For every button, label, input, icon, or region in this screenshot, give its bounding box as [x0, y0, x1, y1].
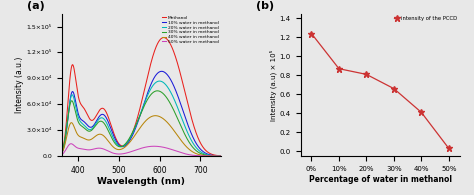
- 40% water in methanol: [57, 154, 63, 156]
- 10% water in methanol: [57, 154, 63, 157]
- 30% water in methanol: [84, 129, 90, 132]
- intensity of the PCCD: [391, 87, 397, 90]
- 50% water in methanol: [113, 152, 118, 155]
- 40% water in methanol: [84, 139, 90, 141]
- 50% water in methanol: [144, 146, 149, 148]
- 10% water in methanol: [128, 136, 134, 139]
- 20% water in methanol: [79, 122, 84, 124]
- Methanol: [84, 114, 90, 116]
- Legend: Methanol, 10% water in methanol, 20% water in methanol, 30% water in methanol, 4: Methanol, 10% water in methanol, 20% wat…: [161, 15, 219, 45]
- 50% water in methanol: [147, 145, 153, 148]
- 10% water in methanol: [84, 124, 90, 126]
- 40% water in methanol: [222, 155, 228, 157]
- Y-axis label: Intensity (a.u) × 10⁵: Intensity (a.u) × 10⁵: [269, 49, 277, 121]
- 50% water in methanol: [57, 154, 63, 157]
- X-axis label: Wavelength (nm): Wavelength (nm): [97, 177, 185, 186]
- Methanol: [161, 36, 166, 39]
- 30% water in methanol: [155, 90, 160, 92]
- Legend: intensity of the PCCD: intensity of the PCCD: [393, 15, 458, 22]
- 40% water in methanol: [128, 139, 134, 142]
- 20% water in methanol: [144, 97, 149, 99]
- Methanol: [57, 154, 63, 156]
- 20% water in methanol: [128, 135, 134, 137]
- 10% water in methanol: [147, 86, 153, 88]
- intensity of the PCCD: [364, 73, 369, 75]
- 10% water in methanol: [159, 70, 164, 73]
- 50% water in methanol: [222, 155, 228, 157]
- intensity of the PCCD: [336, 67, 342, 70]
- Methanol: [222, 155, 228, 157]
- 20% water in methanol: [222, 155, 228, 157]
- 30% water in methanol: [147, 95, 153, 97]
- 30% water in methanol: [128, 134, 134, 136]
- Line: 50% water in methanol: 50% water in methanol: [60, 144, 225, 156]
- Line: 10% water in methanol: 10% water in methanol: [60, 71, 225, 156]
- Line: Methanol: Methanol: [60, 37, 225, 156]
- 20% water in methanol: [57, 154, 63, 156]
- 30% water in methanol: [57, 154, 63, 156]
- X-axis label: Percentage of water in methanol: Percentage of water in methanol: [309, 175, 452, 183]
- 30% water in methanol: [144, 100, 149, 103]
- 40% water in methanol: [144, 119, 149, 121]
- Methanol: [147, 66, 153, 68]
- Methanol: [112, 136, 118, 138]
- Methanol: [128, 135, 134, 137]
- Text: (a): (a): [27, 1, 45, 11]
- 50% water in methanol: [79, 148, 84, 150]
- 30% water in methanol: [112, 143, 118, 145]
- 40% water in methanol: [79, 136, 84, 138]
- 10% water in methanol: [144, 95, 149, 97]
- Methanol: [79, 104, 84, 106]
- 30% water in methanol: [79, 125, 84, 127]
- 40% water in methanol: [147, 116, 153, 119]
- Methanol: [144, 80, 149, 82]
- 10% water in methanol: [79, 119, 84, 121]
- 50% water in methanol: [85, 149, 91, 151]
- 50% water in methanol: [128, 150, 134, 153]
- 30% water in methanol: [222, 155, 228, 157]
- 10% water in methanol: [222, 155, 228, 157]
- 10% water in methanol: [112, 138, 118, 140]
- 20% water in methanol: [112, 141, 118, 143]
- 50% water in methanol: [68, 143, 74, 145]
- intensity of the PCCD: [309, 32, 314, 35]
- Line: 30% water in methanol: 30% water in methanol: [60, 91, 225, 156]
- Text: (b): (b): [256, 1, 274, 11]
- intensity of the PCCD: [419, 111, 424, 113]
- Line: 40% water in methanol: 40% water in methanol: [60, 116, 225, 156]
- Y-axis label: Intensity (a.u.): Intensity (a.u.): [15, 57, 24, 113]
- 20% water in methanol: [84, 127, 90, 130]
- Line: intensity of the PCCD: intensity of the PCCD: [309, 30, 452, 152]
- Line: 20% water in methanol: 20% water in methanol: [60, 81, 225, 156]
- 40% water in methanol: [153, 114, 158, 117]
- intensity of the PCCD: [446, 147, 452, 150]
- 40% water in methanol: [112, 147, 118, 150]
- 20% water in methanol: [147, 89, 153, 92]
- 20% water in methanol: [157, 80, 163, 82]
